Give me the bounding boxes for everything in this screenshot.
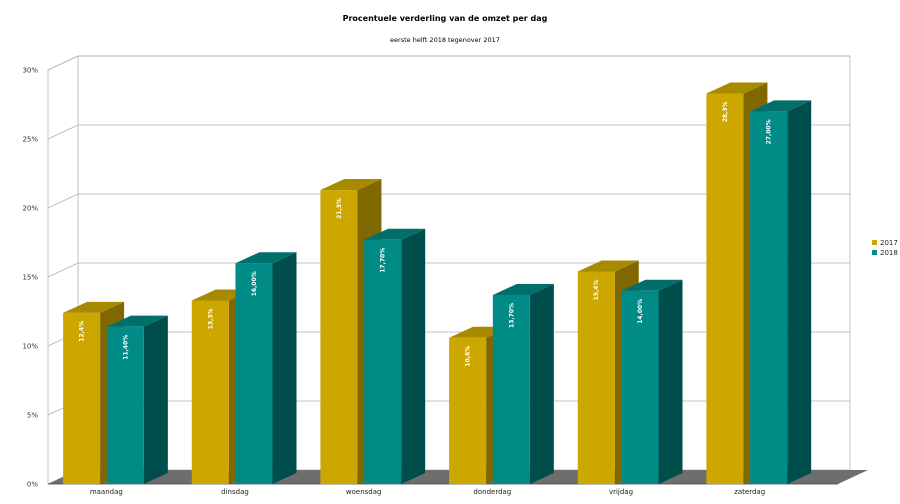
bar-2018-maandag: 11,40% — [106, 315, 168, 484]
bar-front — [320, 190, 358, 484]
data-label: 21,3% — [336, 198, 343, 219]
bar-side — [787, 100, 812, 485]
data-label: 16,00% — [251, 271, 258, 296]
x-tick-label: woensdag — [346, 488, 382, 496]
legend-label: 2017 — [880, 239, 898, 247]
data-label: 12,4% — [79, 321, 86, 342]
y-axis: 0% 5% 10% 15% 20% 25% 30% — [22, 67, 38, 489]
bar-side — [529, 283, 554, 484]
bar-top — [63, 301, 125, 313]
bar-top — [577, 260, 639, 272]
bar-front — [63, 312, 101, 484]
bar-2018-donderdag: 13,70% — [492, 283, 554, 484]
y-tick-label: 30% — [22, 67, 38, 75]
data-label: 11,40% — [122, 335, 129, 360]
bar-front — [492, 294, 530, 484]
legend: 2017 2018 — [872, 239, 898, 257]
data-label: 14,00% — [637, 299, 644, 324]
bar-front — [235, 263, 273, 484]
bar-top — [235, 252, 297, 264]
x-tick-label: zaterdag — [734, 488, 765, 496]
x-tick-label: donderdag — [473, 488, 511, 496]
bar-side — [272, 252, 297, 484]
legend-swatch — [872, 250, 877, 255]
data-label: 15,4% — [593, 279, 600, 300]
bar-side — [401, 228, 426, 484]
bar-2018-dinsdag: 16,00% — [235, 252, 297, 484]
y-tick-label: 15% — [22, 274, 38, 282]
bars: 12,4% 11,40% 13,3% 16,00% 21,3% 17,70% 10,6% 13… — [63, 82, 812, 485]
x-tick-label: dinsdag — [221, 488, 249, 496]
bar-side — [658, 279, 683, 484]
bar-top — [621, 279, 683, 291]
gridline — [47, 193, 850, 209]
legend-swatch — [872, 240, 877, 245]
bar-front — [191, 300, 229, 484]
data-label: 27,00% — [766, 119, 773, 144]
x-tick-label: maandag — [90, 488, 123, 496]
bar-front — [364, 239, 402, 484]
legend-label: 2018 — [880, 249, 898, 257]
chart-title: Procentuele verderling van de omzet per … — [343, 14, 548, 23]
bar-2018-woensdag: 17,70% — [364, 228, 426, 484]
bar-top — [706, 82, 768, 94]
y-tick-label: 10% — [22, 343, 38, 351]
x-axis: maandag dinsdag woensdag donderdag vrijdag za… — [90, 488, 765, 496]
bar-side — [143, 315, 168, 484]
gridline — [47, 55, 850, 71]
gridline — [47, 124, 850, 140]
bar-front — [577, 271, 615, 484]
bar-top — [750, 100, 812, 112]
bar-top — [492, 283, 554, 295]
gridline — [47, 262, 850, 278]
legend-item-2018: 2018 — [872, 249, 898, 257]
bar-front — [706, 93, 744, 485]
bar-2018-zaterdag: 27,00% — [750, 100, 812, 485]
bar-top — [320, 179, 382, 191]
bar-front — [106, 326, 144, 484]
data-label: 10,6% — [465, 346, 472, 367]
bar-top — [364, 228, 426, 240]
bar-front — [750, 111, 788, 485]
data-label: 13,70% — [508, 303, 515, 328]
y-tick-label: 0% — [27, 481, 38, 489]
bar-2018-vrijdag: 14,00% — [621, 279, 683, 484]
y-tick-label: 5% — [27, 412, 38, 420]
bar-front — [449, 337, 487, 484]
y-tick-label: 20% — [22, 205, 38, 213]
chart-subtitle: eerste helft 2018 tegenover 2017 — [390, 36, 500, 44]
data-label: 17,70% — [380, 248, 387, 273]
data-label: 13,3% — [207, 308, 214, 329]
x-tick-label: vrijdag — [609, 488, 633, 496]
bar-front — [621, 290, 659, 484]
legend-item-2017: 2017 — [872, 239, 898, 247]
data-label: 28,3% — [722, 101, 729, 122]
y-tick-label: 25% — [22, 136, 38, 144]
bar-top — [106, 315, 168, 327]
